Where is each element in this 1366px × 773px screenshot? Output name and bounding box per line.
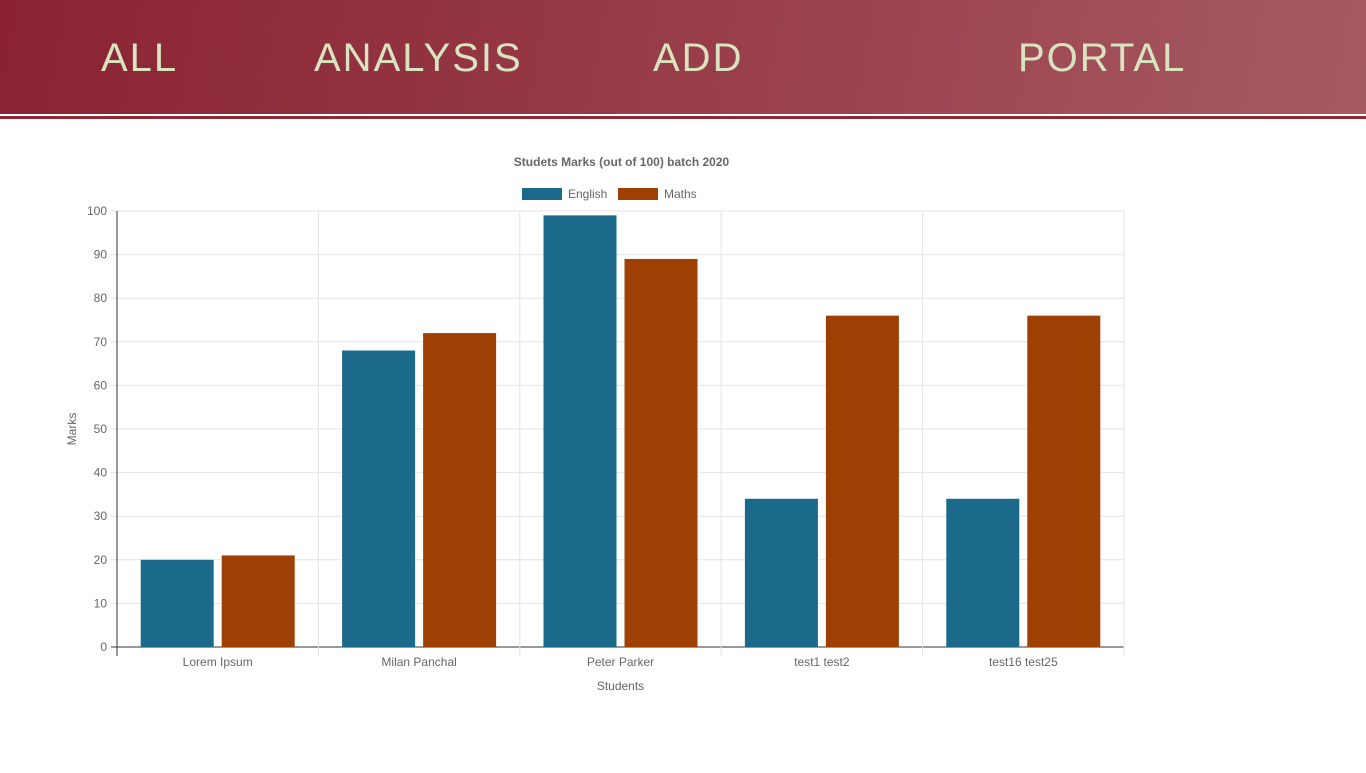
- x-tick-label: test1 test2: [794, 655, 850, 669]
- x-tick-label: test16 test25: [989, 655, 1058, 669]
- bar-maths[interactable]: [624, 258, 698, 647]
- y-tick-label: 30: [94, 509, 108, 523]
- top-navigation-bar: ALL ANALYSIS ADD PORTAL: [0, 0, 1366, 114]
- legend-swatch-english[interactable]: [522, 188, 562, 200]
- header-divider: [0, 116, 1366, 119]
- legend-label-maths[interactable]: Maths: [664, 187, 697, 201]
- legend-label-english[interactable]: English: [568, 187, 607, 201]
- x-tick-label: Peter Parker: [587, 655, 654, 669]
- x-tick-label: Milan Panchal: [381, 655, 456, 669]
- y-tick-label: 60: [94, 378, 108, 392]
- legend-swatch-maths[interactable]: [618, 188, 658, 200]
- y-tick-label: 90: [94, 248, 108, 262]
- bar-english[interactable]: [744, 498, 818, 647]
- y-tick-label: 0: [100, 640, 107, 654]
- bar-maths[interactable]: [221, 555, 295, 647]
- nav-link-all[interactable]: ALL: [101, 36, 179, 80]
- bar-english[interactable]: [342, 350, 416, 647]
- bar-english[interactable]: [946, 498, 1020, 647]
- y-tick-label: 40: [94, 466, 108, 480]
- x-axis-title: Students: [597, 679, 644, 693]
- bar-english[interactable]: [140, 559, 214, 647]
- chart-title: Studets Marks (out of 100) batch 2020: [514, 155, 730, 169]
- bar-english[interactable]: [543, 215, 617, 648]
- nav-link-add[interactable]: ADD: [653, 36, 744, 80]
- y-tick-label: 100: [87, 204, 107, 218]
- y-tick-label: 50: [94, 422, 108, 436]
- chart-container: Studets Marks (out of 100) batch 2020 Eng…: [0, 120, 1366, 768]
- y-tick-label: 20: [94, 553, 108, 567]
- bar-maths[interactable]: [423, 333, 497, 647]
- y-tick-label: 70: [94, 335, 108, 349]
- y-tick-label: 80: [94, 291, 108, 305]
- x-tick-label: Lorem Ipsum: [183, 655, 253, 669]
- nav-link-analysis[interactable]: ANALYSIS: [314, 36, 523, 80]
- bar-maths[interactable]: [1027, 315, 1101, 647]
- bar-maths[interactable]: [825, 315, 899, 647]
- bar-chart: Studets Marks (out of 100) batch 2020 Eng…: [65, 155, 1125, 693]
- y-axis-title: Marks: [65, 413, 79, 446]
- y-tick-label: 10: [94, 596, 108, 610]
- nav-link-portal[interactable]: PORTAL: [1018, 36, 1187, 80]
